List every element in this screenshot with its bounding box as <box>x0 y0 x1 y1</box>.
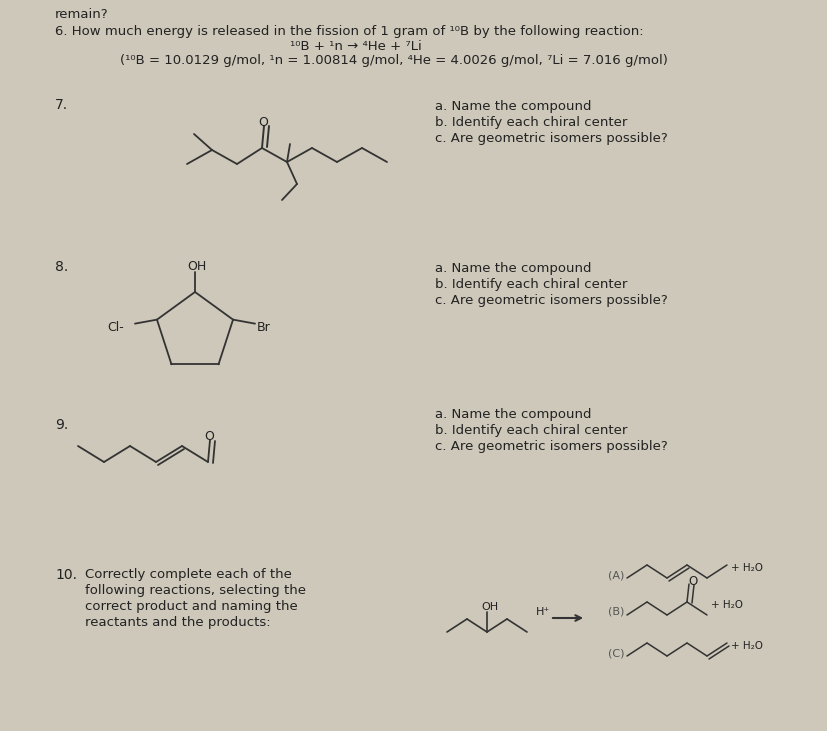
Text: 7.: 7. <box>55 98 68 112</box>
Text: (C): (C) <box>607 648 624 658</box>
Text: (B): (B) <box>607 607 624 617</box>
Text: remain?: remain? <box>55 8 108 21</box>
Text: reactants and the products:: reactants and the products: <box>85 616 270 629</box>
Text: a. Name the compound: a. Name the compound <box>434 262 590 275</box>
Text: OH: OH <box>480 602 498 612</box>
Text: c. Are geometric isomers possible?: c. Are geometric isomers possible? <box>434 440 667 453</box>
Text: Correctly complete each of the: Correctly complete each of the <box>85 568 292 581</box>
Text: b. Identify each chiral center: b. Identify each chiral center <box>434 116 627 129</box>
Text: 8.: 8. <box>55 260 68 274</box>
Text: c. Are geometric isomers possible?: c. Are geometric isomers possible? <box>434 132 667 145</box>
Text: 9.: 9. <box>55 418 68 432</box>
Text: O: O <box>203 430 213 443</box>
Text: b. Identify each chiral center: b. Identify each chiral center <box>434 278 627 291</box>
Text: c. Are geometric isomers possible?: c. Are geometric isomers possible? <box>434 294 667 307</box>
Text: a. Name the compound: a. Name the compound <box>434 408 590 421</box>
Text: Br: Br <box>256 321 270 333</box>
Text: b. Identify each chiral center: b. Identify each chiral center <box>434 424 627 437</box>
Text: O: O <box>687 575 696 588</box>
Text: ¹⁰B + ¹n → ⁴He + ⁷Li: ¹⁰B + ¹n → ⁴He + ⁷Li <box>289 40 421 53</box>
Text: O: O <box>258 116 268 129</box>
Text: Cl-: Cl- <box>107 321 123 333</box>
Text: H⁺: H⁺ <box>535 607 549 617</box>
Text: + H₂O: + H₂O <box>730 641 762 651</box>
Text: + H₂O: + H₂O <box>710 600 742 610</box>
Text: (A): (A) <box>607 570 624 580</box>
Text: 10.: 10. <box>55 568 77 582</box>
Text: (¹⁰B = 10.0129 g/mol, ¹n = 1.00814 g/mol, ⁴He = 4.0026 g/mol, ⁷Li = 7.016 g/mol): (¹⁰B = 10.0129 g/mol, ¹n = 1.00814 g/mol… <box>120 54 667 67</box>
Text: + H₂O: + H₂O <box>730 563 762 573</box>
Text: a. Name the compound: a. Name the compound <box>434 100 590 113</box>
Text: 6. How much energy is released in the fission of 1 gram of ¹⁰B by the following : 6. How much energy is released in the fi… <box>55 25 643 38</box>
Text: OH: OH <box>187 260 206 273</box>
Text: correct product and naming the: correct product and naming the <box>85 600 298 613</box>
Text: following reactions, selecting the: following reactions, selecting the <box>85 584 306 597</box>
